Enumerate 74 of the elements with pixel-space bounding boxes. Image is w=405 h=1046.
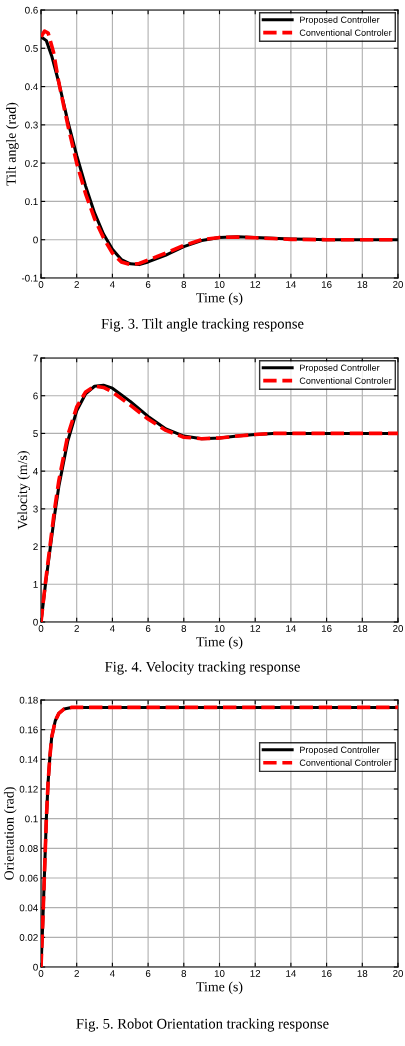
x-tick-label: 14 <box>286 970 297 977</box>
x-tick-label: 2 <box>74 281 79 288</box>
x-tick-label: 2 <box>74 625 79 632</box>
y-tick-label: 7 <box>33 354 38 362</box>
x-tick-label: 10 <box>214 625 225 632</box>
x-tick-label: 20 <box>393 625 404 632</box>
legend-label: Conventional Controler <box>299 377 392 384</box>
x-tick-label: 4 <box>109 625 115 632</box>
x-axis-title: Time (s) <box>196 292 243 306</box>
y-tick-label: 0 <box>33 618 38 626</box>
x-tick-label: 12 <box>250 625 261 632</box>
x-tick-label: 18 <box>357 625 368 632</box>
x-tick-label: 16 <box>321 625 332 632</box>
x-tick-label: 20 <box>393 281 404 288</box>
y-tick-label: 0.3 <box>25 121 38 129</box>
x-tick-label: 16 <box>321 281 332 288</box>
y-tick-label: 5 <box>33 430 38 438</box>
y-tick-label: 0.4 <box>25 83 38 91</box>
legend-label: Proposed Controller <box>300 746 380 755</box>
x-axis-title: Time (s) <box>196 981 243 995</box>
x-tick-label: 12 <box>250 970 261 977</box>
x-tick-label: 0 <box>38 281 44 288</box>
x-tick-label: 8 <box>181 625 187 632</box>
x-tick-label: 12 <box>250 281 261 288</box>
y-tick-label: 0.1 <box>25 815 38 823</box>
y-tick-label: 0.5 <box>25 45 38 52</box>
y-tick-label: -0.1 <box>21 274 38 282</box>
y-tick-label: 0.6 <box>25 6 38 14</box>
x-tick-label: 4 <box>109 970 115 977</box>
x-tick-label: 6 <box>145 281 151 288</box>
x-tick-label: 4 <box>109 281 115 288</box>
x-tick-label: 20 <box>393 970 404 977</box>
x-tick-label: 18 <box>357 281 368 288</box>
x-tick-label: 8 <box>181 970 187 977</box>
y-tick-label: 3 <box>33 505 38 513</box>
caption: Fig. 3. Tilt angle tracking response <box>101 318 304 332</box>
x-axis-title: Time (s) <box>196 636 243 650</box>
x-tick-label: 18 <box>357 970 368 977</box>
y-axis-title: Tilt angle (rad) <box>6 102 19 186</box>
y-tick-label: 0.04 <box>19 904 38 912</box>
x-tick-label: 6 <box>145 625 151 632</box>
x-tick-label: 14 <box>286 625 297 632</box>
y-tick-label: 0 <box>33 963 38 971</box>
y-tick-label: 0.12 <box>19 785 38 793</box>
y-tick-label: 0.2 <box>25 159 38 167</box>
y-tick-label: 0.02 <box>19 934 38 941</box>
x-tick-label: 10 <box>214 970 225 977</box>
y-tick-label: 4 <box>33 467 38 475</box>
y-tick-label: 2 <box>33 543 38 551</box>
legend-label: Proposed Controller <box>300 16 380 25</box>
x-tick-label: 0 <box>38 970 44 977</box>
x-tick-label: 16 <box>321 970 332 977</box>
x-tick-label: 8 <box>181 281 187 288</box>
x-tick-label: 2 <box>74 970 79 977</box>
y-tick-label: 0 <box>33 236 38 244</box>
x-tick-label: 14 <box>286 281 297 288</box>
legend-label: Conventional Controler <box>299 29 392 36</box>
y-tick-label: 0.06 <box>19 874 38 882</box>
y-tick-label: 0.08 <box>19 845 38 852</box>
y-axis-title: Orientation (rad) <box>3 787 17 880</box>
x-tick-label: 10 <box>214 281 225 288</box>
legend-label: Proposed Controller <box>300 364 380 373</box>
caption: Fig. 5. Robot Orientation tracking response <box>76 1018 329 1032</box>
legend-label: Conventional Controler <box>299 759 392 766</box>
y-tick-label: 0.18 <box>19 696 38 704</box>
y-tick-label: 0.14 <box>19 756 38 763</box>
y-tick-label: 0.1 <box>25 198 38 206</box>
x-tick-label: 0 <box>38 625 44 632</box>
y-tick-label: 6 <box>33 392 38 400</box>
x-tick-label: 6 <box>145 970 151 977</box>
y-tick-label: 1 <box>33 581 38 588</box>
y-axis-title: Velocity (m/s) <box>17 451 31 530</box>
caption: Fig. 4. Velocity tracking response <box>105 661 300 675</box>
y-tick-label: 0.16 <box>19 726 38 734</box>
